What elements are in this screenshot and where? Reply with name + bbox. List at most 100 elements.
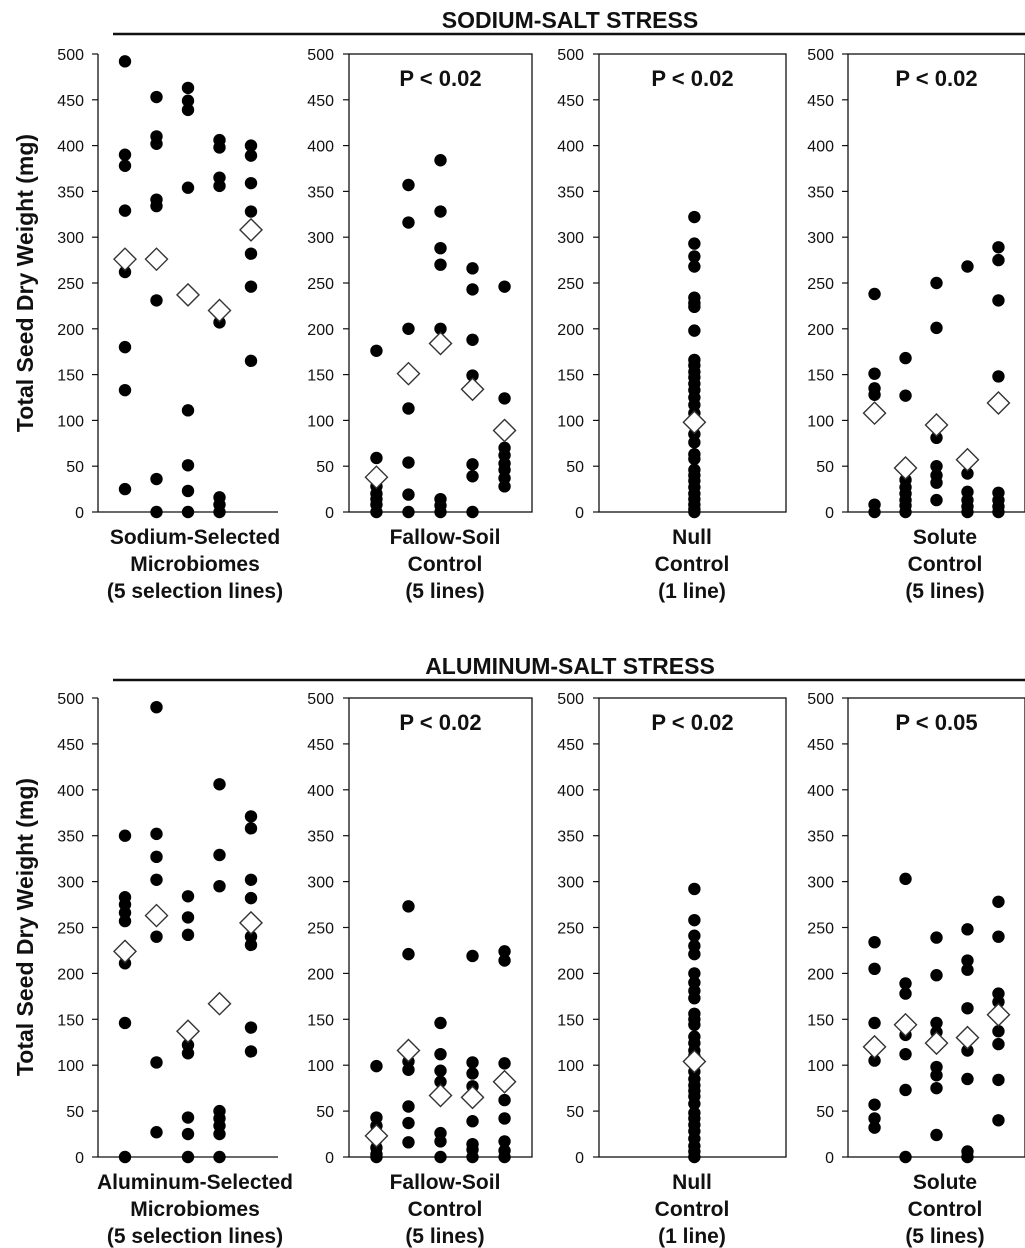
data-point bbox=[930, 493, 943, 507]
selection-line-5 bbox=[986, 241, 1011, 519]
y-axis-label: Total Seed Dry Weight (mg) bbox=[12, 778, 38, 1076]
y-tick-label: 400 bbox=[57, 139, 84, 156]
data-point bbox=[150, 90, 163, 104]
y-tick-label: 500 bbox=[557, 691, 584, 708]
data-point bbox=[498, 480, 511, 493]
y-tick-label: 200 bbox=[557, 966, 584, 983]
y-tick-label: 350 bbox=[557, 829, 584, 846]
data-point bbox=[466, 369, 479, 382]
mean-marker bbox=[207, 991, 232, 1016]
mean-marker bbox=[176, 1019, 200, 1044]
panel-3: 0 50 100 150 200 250 300 350 400 450 500 P < 0.02 Nu… bbox=[557, 691, 787, 1248]
y-tick-label: 300 bbox=[307, 875, 334, 892]
selection-line-1 bbox=[862, 287, 887, 519]
data-point bbox=[466, 505, 479, 519]
selection-line-2 bbox=[396, 900, 421, 1149]
y-tick-label: 150 bbox=[57, 368, 84, 385]
data-point bbox=[961, 923, 974, 936]
data-point bbox=[244, 1045, 258, 1058]
y-tick-label: 0 bbox=[825, 505, 834, 522]
data-point bbox=[688, 210, 701, 224]
selection-line-5 bbox=[986, 895, 1011, 1127]
data-point bbox=[402, 1100, 415, 1113]
data-point bbox=[244, 247, 258, 260]
p-value-label: P < 0.02 bbox=[895, 66, 977, 91]
y-tick-label: 50 bbox=[566, 459, 584, 476]
data-point bbox=[244, 139, 258, 152]
data-point bbox=[930, 1016, 943, 1030]
data-point bbox=[930, 969, 943, 982]
y-tick-label: 500 bbox=[57, 691, 84, 708]
data-point bbox=[930, 1081, 943, 1095]
data-point bbox=[961, 1044, 974, 1057]
data-point bbox=[150, 930, 163, 943]
data-point bbox=[868, 1054, 881, 1067]
y-tick-label: 450 bbox=[307, 93, 334, 110]
mean-marker bbox=[682, 1049, 707, 1074]
selection-line-5 bbox=[239, 139, 263, 368]
category-label: Null bbox=[672, 526, 712, 549]
data-point bbox=[899, 1083, 912, 1097]
selection-line-3 bbox=[924, 276, 949, 507]
selection-line-3 bbox=[176, 890, 200, 1164]
data-point bbox=[244, 822, 258, 835]
y-tick-label: 100 bbox=[807, 413, 834, 430]
data-point bbox=[498, 1135, 511, 1148]
data-point bbox=[466, 1150, 479, 1164]
data-point bbox=[402, 947, 415, 961]
y-tick-label: 150 bbox=[557, 1012, 584, 1029]
data-point bbox=[688, 991, 701, 1005]
p-value-label: P < 0.02 bbox=[399, 66, 481, 91]
selection-line-1 bbox=[682, 882, 707, 1164]
data-point bbox=[402, 402, 415, 415]
data-point bbox=[150, 1126, 163, 1139]
mean-marker bbox=[144, 903, 169, 928]
data-point bbox=[213, 179, 226, 193]
data-point bbox=[402, 1116, 415, 1130]
data-point bbox=[244, 149, 258, 162]
y-tick-label: 250 bbox=[307, 276, 334, 293]
data-point bbox=[868, 1121, 881, 1134]
category-label: (1 line) bbox=[658, 580, 726, 603]
mean-marker bbox=[144, 247, 169, 272]
y-tick-label: 50 bbox=[566, 1104, 584, 1121]
data-point bbox=[930, 931, 943, 944]
y-tick-label: 500 bbox=[57, 47, 84, 64]
panel-3: 0 50 100 150 200 250 300 350 400 450 500 P < 0.02 Nu… bbox=[557, 47, 787, 603]
data-point bbox=[868, 388, 881, 401]
data-point bbox=[434, 258, 447, 271]
y-tick-label: 0 bbox=[325, 1150, 334, 1167]
data-point bbox=[213, 141, 226, 154]
data-point bbox=[466, 470, 479, 483]
data-point bbox=[434, 205, 447, 218]
data-point bbox=[466, 262, 479, 275]
data-point bbox=[899, 987, 912, 1000]
y-tick-label: 250 bbox=[57, 276, 84, 293]
data-point bbox=[992, 253, 1005, 267]
mean-marker bbox=[396, 361, 421, 386]
data-point bbox=[118, 829, 132, 842]
data-point bbox=[150, 850, 163, 864]
data-point bbox=[961, 1002, 974, 1015]
selection-line-1 bbox=[364, 1059, 389, 1164]
y-tick-label: 100 bbox=[307, 1058, 334, 1075]
data-point bbox=[181, 928, 195, 942]
data-point bbox=[992, 995, 1005, 1009]
section-title: SODIUM-SALT STRESS bbox=[442, 7, 698, 33]
panel-4: 0 50 100 150 200 250 300 350 400 450 500 P < 0.05 So… bbox=[807, 691, 1025, 1248]
mean-marker bbox=[986, 1002, 1011, 1027]
data-point bbox=[244, 810, 258, 823]
mean-marker bbox=[239, 910, 263, 935]
data-point bbox=[868, 505, 881, 519]
data-point bbox=[244, 280, 258, 293]
data-point bbox=[244, 354, 258, 368]
category-label: Microbiomes bbox=[130, 553, 260, 576]
data-point bbox=[370, 505, 383, 519]
selection-line-2 bbox=[144, 90, 169, 519]
data-point bbox=[370, 451, 383, 465]
category-label: Fallow-Soil bbox=[390, 1171, 501, 1194]
data-point bbox=[181, 459, 195, 472]
data-point bbox=[688, 929, 701, 942]
mean-marker bbox=[955, 447, 980, 472]
